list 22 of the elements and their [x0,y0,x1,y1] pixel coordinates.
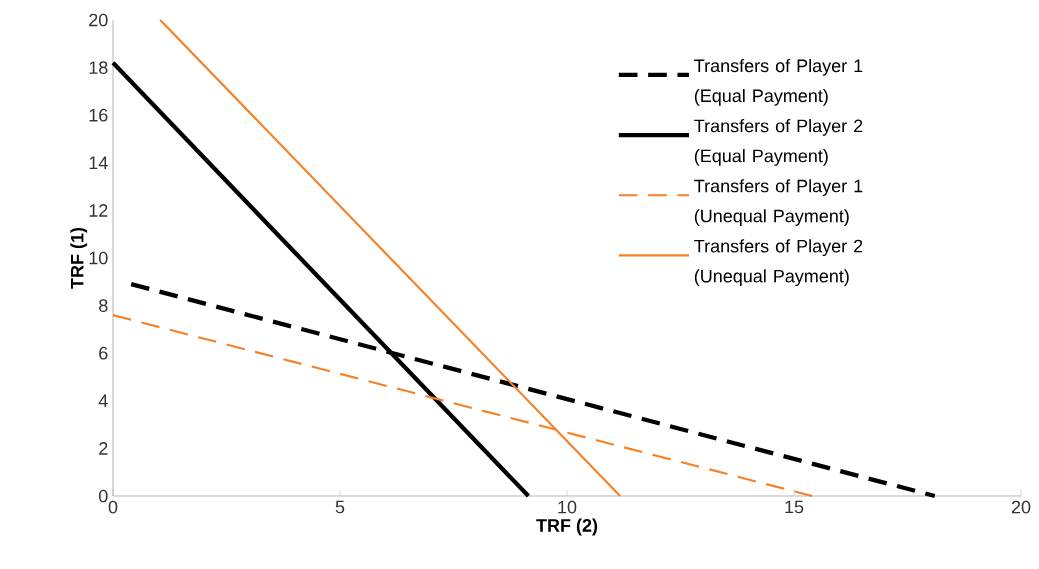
x-tick-label: 0 [108,500,118,514]
y-tick-label: 18 [89,61,108,74]
x-tick-label: 5 [335,500,345,514]
legend-label: Transfers of Player 1 (Unequal Payment) [694,179,863,226]
y-tick-label: 6 [99,346,108,360]
x-tick-label: 10 [558,500,577,514]
legend-label: Transfers of Player 2 (Equal Payment) [694,119,863,166]
x-tick-label: 20 [1011,500,1031,514]
y-tick-label: 12 [89,204,108,217]
y-tick-label: 4 [98,394,108,407]
y-tick-label: 10 [89,251,108,265]
y-tick-label: 16 [89,108,108,122]
y-tick-label: 2 [99,442,108,455]
y-tick-label: 0 [98,489,108,503]
y-tick-label: 14 [89,156,108,169]
y-tick-label: 8 [99,299,108,312]
y-axis-title: TRF (1) [70,227,88,289]
legend-label: Transfers of Player 2 (Unequal Payment) [694,239,863,287]
legend-label: Transfers of Player 1 (Equal Payment) [694,58,863,106]
x-axis-title: TRF (2) [536,518,598,536]
x-tick-label: 15 [785,500,804,514]
y-tick-label: 20 [89,13,108,27]
